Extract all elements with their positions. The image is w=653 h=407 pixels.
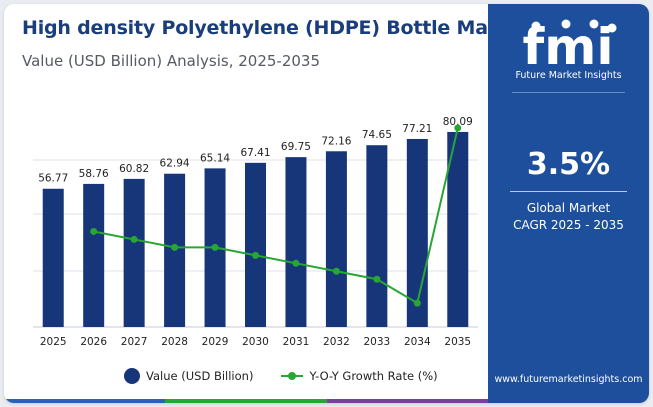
growth-point-2028 <box>171 243 179 251</box>
chart-title: High density Polyethylene (HDPE) Bottle … <box>22 17 531 39</box>
cagr-label: Global Market CAGR 2025 - 2035 <box>488 200 649 234</box>
x-tick-label-2035: 2035 <box>444 336 471 348</box>
growth-point-2033 <box>373 275 381 283</box>
side-panel: fmi Future Market Insights 3.5% Global M… <box>488 4 649 403</box>
bar-2033 <box>366 145 388 327</box>
bar-2031 <box>285 157 307 327</box>
growth-point-2027 <box>130 235 138 243</box>
growth-rate-line <box>93 127 459 305</box>
x-tick-label-2032: 2032 <box>323 336 350 348</box>
bar-2026 <box>83 183 105 327</box>
growth-point-2026 <box>90 227 98 235</box>
cagr-divider <box>510 191 627 192</box>
bar-value-label-2030: 67.41 <box>240 147 270 159</box>
bar-value-label-2027: 60.82 <box>119 163 149 175</box>
bar-2032 <box>325 151 347 327</box>
cagr-label-line2: CAGR 2025 - 2035 <box>513 218 624 232</box>
cagr-label-line1: Global Market <box>526 201 611 215</box>
legend-line-swatch <box>281 372 304 380</box>
growth-point-2035 <box>454 124 462 132</box>
logo-caption: Future Market Insights <box>515 70 622 81</box>
growth-point-2034 <box>413 299 421 307</box>
x-tick-label-2033: 2033 <box>363 336 390 348</box>
x-tick-label-2029: 2029 <box>202 336 229 348</box>
logo-dot-icon <box>561 19 571 29</box>
x-tick-label-2025: 2025 <box>40 336 67 348</box>
chart-legend: Value (USD Billion) Y-O-Y Growth Rate (%… <box>124 366 466 386</box>
legend-item-growth: Y-O-Y Growth Rate (%) <box>281 369 438 383</box>
bar-value-label-2026: 58.76 <box>79 168 109 180</box>
strip-segment-purple <box>326 399 488 403</box>
legend-label-value: Value (USD Billion) <box>146 369 254 383</box>
logo-divider <box>512 92 625 93</box>
bar-value-label-2032: 72.16 <box>321 135 351 147</box>
strip-segment-blue <box>4 399 166 403</box>
bar-value-label-2033: 74.65 <box>362 129 392 141</box>
bar-2035 <box>447 131 469 327</box>
x-tick-label-2034: 2034 <box>404 336 431 348</box>
website-link[interactable]: www.futuremarketinsights.com <box>494 374 643 385</box>
bar-value-label-2029: 65.14 <box>200 152 230 164</box>
bar-value-label-2025: 56.77 <box>38 173 68 185</box>
x-tick-label-2027: 2027 <box>121 336 148 348</box>
cagr-value: 3.5% <box>526 147 611 182</box>
bar-value-label-2035: 80.09 <box>443 116 473 128</box>
x-tick-label-2026: 2026 <box>80 336 107 348</box>
bar-2027 <box>123 178 145 327</box>
growth-point-2032 <box>332 267 340 275</box>
growth-point-2030 <box>252 251 259 259</box>
x-tick-label-2030: 2030 <box>242 336 269 348</box>
strip-segment-green <box>165 399 327 403</box>
legend-item-value: Value (USD Billion) <box>124 368 253 384</box>
bar-2025 <box>42 188 64 327</box>
x-tick-label-2028: 2028 <box>161 336 188 348</box>
logo-dot-icon <box>531 21 541 31</box>
x-tick-label-2031: 2031 <box>283 336 310 348</box>
legend-bar-swatch <box>124 368 140 384</box>
growth-point-2029 <box>211 243 219 251</box>
fmi-logo: fmi <box>523 18 617 76</box>
bar-value-label-2034: 77.21 <box>402 123 432 135</box>
logo-dot-icon <box>607 23 617 33</box>
chart-subtitle: Value (USD Billion) Analysis, 2025-2035 <box>22 52 320 70</box>
logo-dot-icon <box>589 19 599 29</box>
bar-2030 <box>245 162 266 327</box>
legend-label-growth: Y-O-Y Growth Rate (%) <box>309 369 438 383</box>
bar-value-label-2028: 62.94 <box>160 158 190 170</box>
growth-point-2031 <box>292 259 300 267</box>
bar-value-label-2031: 69.75 <box>281 141 311 153</box>
